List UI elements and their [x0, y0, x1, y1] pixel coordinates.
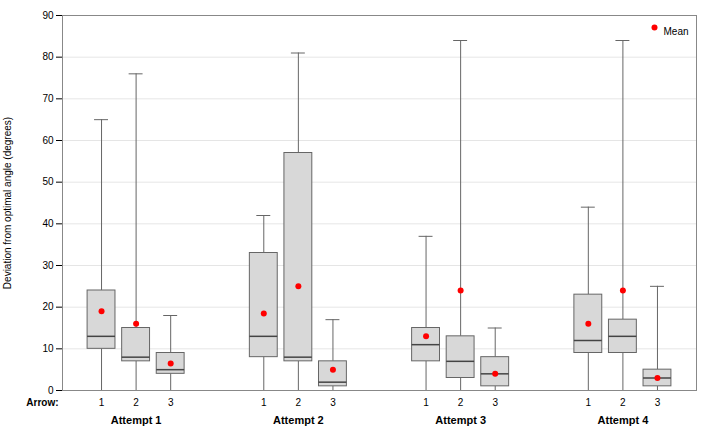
svg-text:0: 0 — [48, 385, 54, 396]
svg-text:40: 40 — [42, 218, 54, 229]
svg-text:3: 3 — [492, 397, 498, 408]
svg-text:2: 2 — [296, 397, 302, 408]
svg-text:30: 30 — [42, 260, 54, 271]
svg-text:Mean: Mean — [663, 26, 688, 37]
svg-text:10: 10 — [42, 343, 54, 354]
svg-text:90: 90 — [42, 10, 54, 21]
svg-text:3: 3 — [330, 397, 336, 408]
svg-text:70: 70 — [42, 93, 54, 104]
svg-text:Attempt 4: Attempt 4 — [598, 414, 650, 426]
svg-text:Deviation from optimal angle (: Deviation from optimal angle (degrees) — [2, 117, 13, 289]
svg-text:Attempt 2: Attempt 2 — [273, 414, 324, 426]
svg-text:3: 3 — [168, 397, 174, 408]
svg-text:3: 3 — [655, 397, 661, 408]
svg-text:Attempt 1: Attempt 1 — [111, 414, 162, 426]
svg-text:80: 80 — [42, 51, 54, 62]
svg-text:1: 1 — [586, 397, 592, 408]
svg-text:Attempt 3: Attempt 3 — [435, 414, 486, 426]
svg-text:1: 1 — [423, 397, 429, 408]
svg-text:Arrow:: Arrow: — [26, 397, 58, 408]
svg-text:2: 2 — [133, 397, 139, 408]
svg-text:50: 50 — [42, 176, 54, 187]
svg-text:2: 2 — [458, 397, 464, 408]
svg-text:1: 1 — [261, 397, 267, 408]
svg-text:2: 2 — [620, 397, 626, 408]
svg-text:60: 60 — [42, 135, 54, 146]
svg-text:1: 1 — [99, 397, 105, 408]
svg-text:20: 20 — [42, 301, 54, 312]
